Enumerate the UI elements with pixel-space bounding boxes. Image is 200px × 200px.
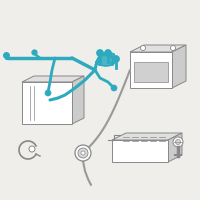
Circle shape [78,148,88,158]
Circle shape [176,140,180,144]
Polygon shape [96,52,116,66]
Polygon shape [112,133,182,140]
Circle shape [96,49,104,56]
Circle shape [75,145,91,161]
Polygon shape [130,45,186,52]
Circle shape [140,46,146,50]
Polygon shape [112,140,168,162]
Circle shape [81,151,85,155]
Circle shape [104,49,112,56]
Circle shape [45,90,51,96]
Circle shape [29,146,35,152]
Polygon shape [22,76,84,82]
Polygon shape [172,45,186,88]
Polygon shape [22,82,72,124]
Polygon shape [72,76,84,124]
Polygon shape [168,133,182,162]
Bar [134,62,168,82]
Circle shape [173,137,183,147]
Polygon shape [130,52,172,88]
Circle shape [112,55,120,62]
Circle shape [111,85,117,91]
Circle shape [170,46,176,50]
